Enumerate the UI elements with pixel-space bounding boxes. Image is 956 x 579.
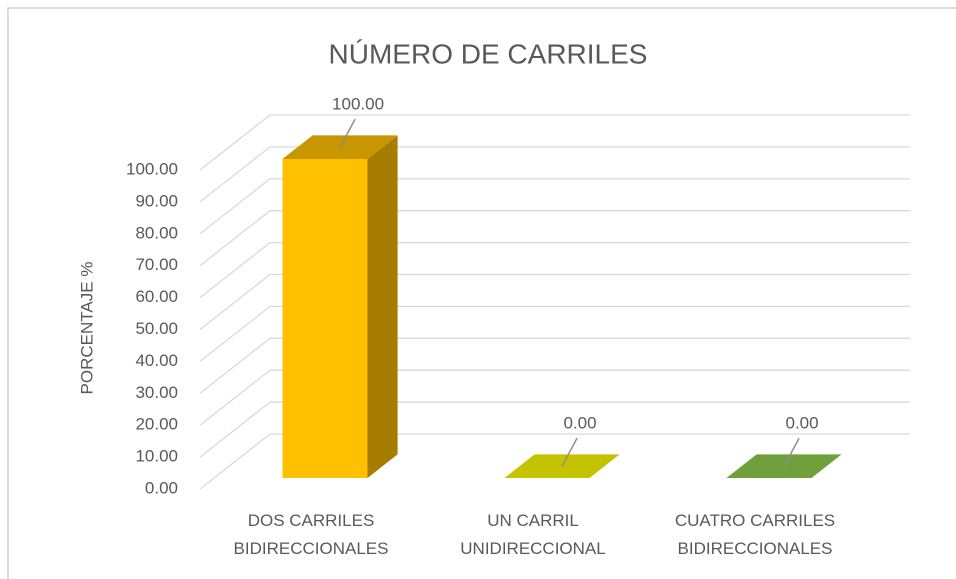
- leader-line: [783, 437, 800, 467]
- y-tick-label: 20.00: [135, 415, 178, 434]
- y-tick-label: 80.00: [135, 223, 178, 242]
- x-tick-label: UN CARRIL UNIDIRECCIONAL: [460, 511, 605, 558]
- y-tick-label: 50.00: [135, 319, 178, 338]
- grid-line: [199, 273, 910, 331]
- grid-line: [199, 305, 910, 362]
- x-tick-label-line: UNIDIRECCIONAL: [460, 539, 605, 558]
- y-tick-label: 90.00: [135, 191, 178, 210]
- x-tick-label-line: BIDIRECCIONALES: [234, 539, 389, 558]
- data-label: 0.00: [786, 414, 819, 433]
- x-tick-label-line: DOS CARRILES: [248, 511, 375, 530]
- leader-line: [339, 118, 356, 148]
- grid-line: [199, 241, 910, 299]
- x-tick-label-line: BIDIRECCIONALES: [678, 539, 833, 558]
- y-tick-label: 70.00: [135, 255, 178, 274]
- chart-title: NÚMERO DE CARRILES: [329, 38, 648, 69]
- grid-line: [199, 337, 910, 394]
- data-label: 0.00: [564, 414, 597, 433]
- grid-line: [199, 146, 910, 203]
- grid-line: [199, 178, 910, 235]
- data-label: 100.00: [332, 95, 384, 114]
- y-tick-label: 30.00: [135, 383, 178, 402]
- y-axis-title: PORCENTAJE %: [77, 262, 96, 395]
- grid-line: [199, 401, 910, 458]
- grid-line: [199, 210, 910, 267]
- y-tick-label: 10.00: [135, 447, 178, 466]
- x-tick-label: CUATRO CARRILES BIDIRECCIONALES: [675, 511, 835, 558]
- x-tick-label: DOS CARRILES BIDIRECCIONALES: [234, 511, 389, 558]
- y-tick-label: 60.00: [135, 287, 178, 306]
- chart-border: [7, 7, 956, 579]
- leader-line: [561, 437, 578, 467]
- y-tick-label: 100.00: [126, 159, 178, 178]
- grid-line: [199, 369, 910, 426]
- grid-line: [199, 433, 910, 490]
- grid-line: [199, 114, 910, 171]
- bar-side: [367, 135, 398, 478]
- y-tick-label: 0.00: [145, 478, 178, 497]
- x-tick-label-line: UN CARRIL: [487, 511, 579, 530]
- bar-front: [282, 159, 368, 478]
- bar: [282, 135, 398, 478]
- x-tick-label-line: CUATRO CARRILES: [675, 511, 835, 530]
- y-tick-label: 40.00: [135, 351, 178, 370]
